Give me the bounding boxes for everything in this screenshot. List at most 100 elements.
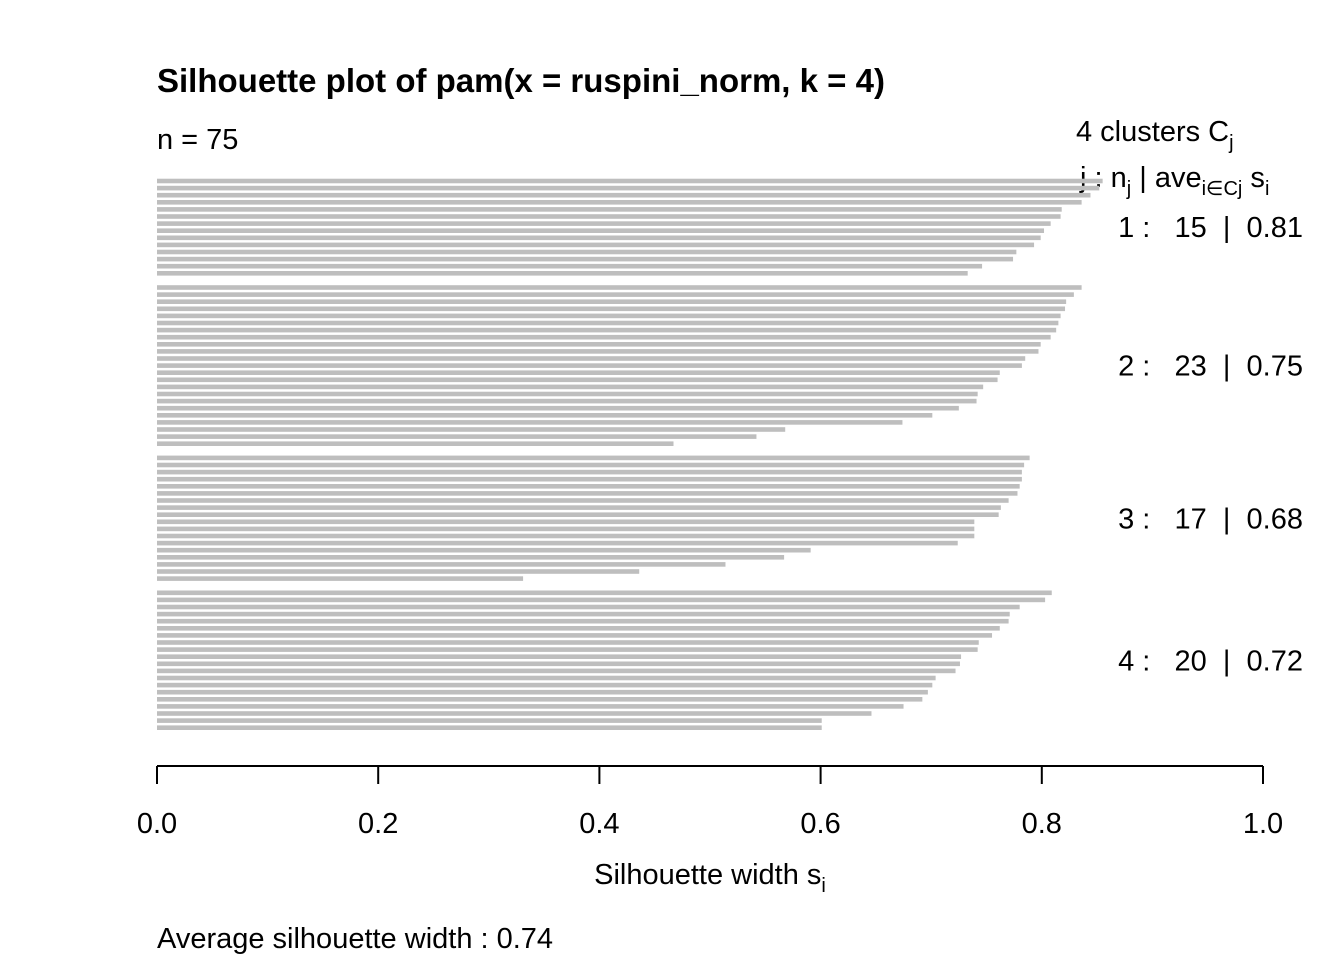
silhouette-bar-c1-7 — [157, 221, 1051, 226]
x-axis-label-sub: i — [821, 875, 825, 897]
silhouette-bar-c4-15 — [157, 689, 928, 695]
silhouette-bar-c4-19 — [157, 718, 822, 723]
silhouette-bar-c1-4 — [157, 200, 1082, 205]
silhouette-bar-c2-23 — [157, 441, 674, 446]
silhouette-bar-c1-11 — [157, 249, 1017, 255]
silhouette-bar-c3-6 — [157, 491, 1018, 496]
clusters-header-sub: j — [1228, 132, 1233, 154]
silhouette-bar-c4-4 — [157, 611, 1010, 617]
silhouette-bar-c4-20 — [157, 725, 822, 730]
cluster-summary-2: 2 : 23 | 0.75 — [1118, 351, 1303, 383]
silhouette-bar-c2-2 — [157, 292, 1074, 297]
silhouette-bar-c3-5 — [157, 484, 1020, 489]
cluster-summary-3: 3 : 17 | 0.68 — [1118, 503, 1303, 535]
x-tick-label-0.0: 0.0 — [137, 808, 177, 840]
silhouette-bar-c2-6 — [157, 320, 1059, 326]
silhouette-bar-c2-11 — [157, 356, 1026, 361]
silhouette-bar-c1-2 — [157, 185, 1100, 191]
bars-group — [157, 178, 1103, 730]
silhouette-bar-c2-19 — [157, 413, 933, 418]
silhouette-bar-c3-1 — [157, 455, 1030, 461]
silhouette-bar-c2-9 — [157, 342, 1041, 347]
silhouette-bar-c2-8 — [157, 334, 1051, 340]
silhouette-bar-c1-14 — [157, 271, 968, 276]
silhouette-bar-c3-9 — [157, 512, 999, 517]
x-axis-ticks: 0.0 0.2 0.4 0.6 0.8 1.0 — [137, 766, 1283, 840]
silhouette-bar-c2-20 — [157, 420, 903, 425]
silhouette-bar-c3-16 — [157, 562, 726, 567]
silhouette-bar-c4-8 — [157, 640, 979, 645]
cluster-summary-1: 1 : 15 | 0.81 — [1118, 212, 1303, 244]
silhouette-bar-c2-3 — [157, 299, 1067, 304]
silhouette-bar-c4-7 — [157, 633, 993, 638]
silhouette-bar-c1-9 — [157, 235, 1041, 241]
x-tick-label-0.4: 0.4 — [579, 808, 619, 840]
silhouette-bar-c4-17 — [157, 704, 904, 709]
silhouette-bar-c4-12 — [157, 668, 956, 674]
silhouette-bar-c4-13 — [157, 675, 936, 681]
silhouette-bar-c4-9 — [157, 647, 978, 652]
silhouette-bar-c2-17 — [157, 398, 977, 404]
silhouette-bar-c3-11 — [157, 526, 975, 532]
silhouette-bar-c3-2 — [157, 462, 1025, 468]
silhouette-bar-c4-2 — [157, 597, 1046, 603]
columns-header-f: i — [1265, 178, 1269, 200]
columns-header-b: j — [1126, 178, 1131, 200]
silhouette-bar-c3-18 — [157, 576, 524, 581]
silhouette-bar-c2-1 — [157, 285, 1082, 290]
silhouette-bar-c2-12 — [157, 363, 1022, 368]
silhouette-bar-c2-15 — [157, 384, 984, 390]
silhouette-bar-c3-17 — [157, 569, 640, 574]
silhouette-bar-c3-13 — [157, 540, 958, 546]
silhouette-bar-c4-5 — [157, 618, 1009, 624]
silhouette-bar-c3-4 — [157, 476, 1022, 482]
silhouette-bar-c3-14 — [157, 547, 811, 553]
silhouette-bar-c2-10 — [157, 349, 1039, 354]
silhouette-bar-c4-14 — [157, 682, 933, 688]
silhouette-bar-c2-18 — [157, 405, 959, 411]
cluster-summary-4: 4 : 20 | 0.72 — [1118, 645, 1303, 677]
x-tick-label-0.6: 0.6 — [800, 808, 840, 840]
clusters-header: 4 clusters Cj — [1076, 116, 1234, 154]
silhouette-bar-c2-7 — [157, 327, 1057, 333]
silhouette-bar-c4-10 — [157, 654, 962, 659]
columns-header-d: i∈Cj — [1202, 178, 1243, 200]
silhouette-bar-c2-21 — [157, 427, 786, 432]
columns-header-c: | ave — [1131, 162, 1201, 194]
silhouette-bar-c1-10 — [157, 242, 1035, 248]
average-width-footer: Average silhouette width : 0.74 — [157, 923, 553, 955]
silhouette-bar-c4-3 — [157, 604, 1020, 610]
silhouette-bar-c1-1 — [157, 178, 1103, 184]
silhouette-bar-c1-12 — [157, 256, 1014, 262]
silhouette-bar-c3-7 — [157, 498, 1009, 503]
silhouette-bar-c1-8 — [157, 228, 1045, 233]
silhouette-bar-c4-16 — [157, 697, 923, 702]
n-label: n = 75 — [157, 124, 238, 156]
silhouette-bar-c2-22 — [157, 434, 757, 439]
silhouette-bar-c3-10 — [157, 519, 975, 525]
silhouette-bar-c3-8 — [157, 505, 1001, 510]
silhouette-bar-c3-12 — [157, 533, 975, 539]
columns-header: j : nj | avei∈Cj si — [1079, 162, 1269, 200]
columns-header-e: s — [1242, 162, 1265, 194]
x-tick-label-0.8: 0.8 — [1022, 808, 1062, 840]
silhouette-bar-c2-16 — [157, 391, 978, 397]
silhouette-bar-c4-1 — [157, 590, 1052, 596]
silhouette-bar-c1-3 — [157, 192, 1091, 198]
silhouette-bar-c1-6 — [157, 214, 1061, 219]
silhouette-bar-c3-3 — [157, 469, 1022, 475]
silhouette-bar-c2-14 — [157, 377, 998, 383]
silhouette-bar-c2-13 — [157, 370, 1000, 375]
silhouette-bar-c4-18 — [157, 711, 872, 716]
silhouette-bar-c1-13 — [157, 263, 983, 269]
chart-title: Silhouette plot of pam(x = ruspini_norm,… — [157, 62, 885, 99]
silhouette-bar-c4-6 — [157, 626, 1000, 631]
silhouette-bar-c2-5 — [157, 313, 1061, 319]
silhouette-bar-c3-15 — [157, 555, 785, 560]
silhouette-bar-c4-11 — [157, 661, 960, 667]
x-tick-label-1.0: 1.0 — [1243, 808, 1283, 840]
x-axis-label-text: Silhouette width s — [594, 859, 821, 891]
silhouette-bar-c1-5 — [157, 207, 1062, 212]
x-axis-label: Silhouette width si — [594, 859, 826, 897]
